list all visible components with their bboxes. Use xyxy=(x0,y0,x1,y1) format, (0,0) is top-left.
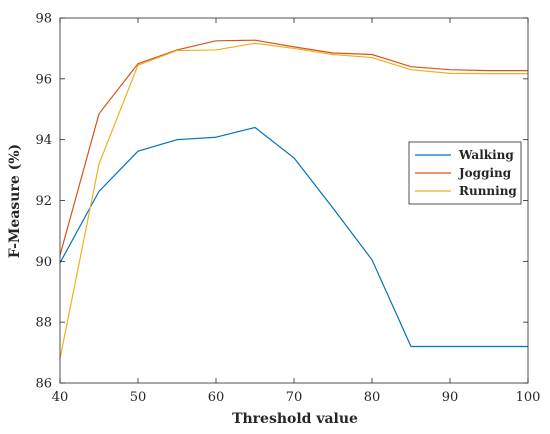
series-line-running xyxy=(59,42,528,359)
x-tick-label: 90 xyxy=(442,390,459,405)
axes-layer: 40 50 60 70 80 90 100 86 88 90 92 94 96 98 xyxy=(35,12,540,406)
series-layer xyxy=(59,39,528,359)
x-tick-label: 60 xyxy=(208,390,225,405)
y-tick-label: 96 xyxy=(35,72,52,87)
y-tick-label: 94 xyxy=(35,133,52,148)
y-tick-label: 88 xyxy=(35,316,52,331)
x-axis-title: Threshold value xyxy=(232,411,358,427)
y-tick-label: 90 xyxy=(35,255,52,270)
series-line-walking xyxy=(59,126,528,348)
x-tick-label: 100 xyxy=(516,390,541,405)
y-tick-label: 86 xyxy=(35,377,52,392)
legend-label-walking: Walking xyxy=(458,148,514,162)
x-tick-label: 40 xyxy=(52,390,69,405)
x-tick-label: 50 xyxy=(130,390,147,405)
x-tick-label: 70 xyxy=(286,390,303,405)
y-tick-label: 98 xyxy=(35,12,52,27)
legend-label-running: Running xyxy=(459,184,517,198)
y-tick-label: 92 xyxy=(35,194,52,209)
series-line-jogging xyxy=(59,39,528,256)
y-axis-title: F-Measure (%) xyxy=(7,144,23,258)
legend: Walking Jogging Running xyxy=(408,141,522,205)
legend-label-jogging: Jogging xyxy=(458,166,512,180)
x-tick-label: 80 xyxy=(364,390,381,405)
